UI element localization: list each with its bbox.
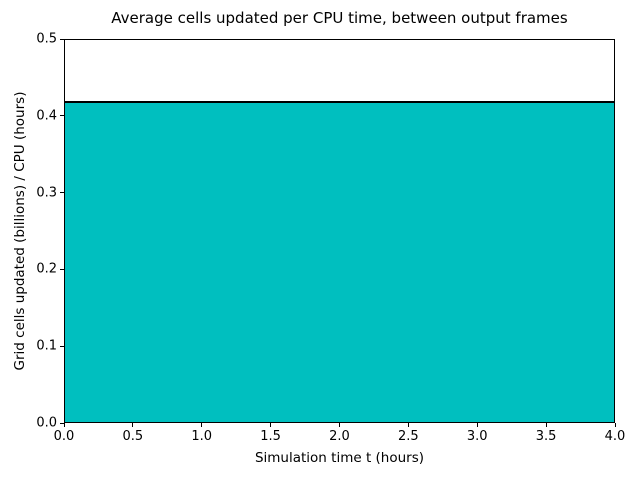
area-fill [65, 101, 614, 422]
x-tick-mark [476, 423, 478, 427]
x-tick-label: 1.0 [191, 429, 213, 444]
x-axis-label: Simulation time t (hours) [254, 450, 425, 466]
x-tick-mark [132, 423, 134, 427]
y-axis-label: Grid cells updated (billions) / CPU (hou… [12, 91, 28, 371]
y-tick-label: 0.0 [36, 415, 57, 431]
x-tick-label: 3.5 [535, 429, 557, 444]
y-axis-ticks: 0.0 0.1 0.2 0.3 0.4 0.5 [0, 32, 64, 431]
y-tick-label: 0.4 [36, 108, 57, 124]
x-tick-label: 0.5 [122, 429, 144, 444]
x-tick-label: 2.0 [329, 429, 350, 444]
x-tick-label: 0.0 [53, 429, 75, 444]
x-tick-mark [270, 423, 272, 427]
x-tick-mark [407, 423, 409, 427]
y-tick-label: 0.5 [36, 31, 57, 47]
y-tick-label: 0.1 [36, 338, 57, 354]
x-axis-ticks: 0.0 0.5 1.0 1.5 2.0 2.5 3.0 3.5 4.0 [54, 423, 625, 449]
x-tick-mark [545, 423, 547, 427]
chart-title: Average cells updated per CPU time, betw… [111, 9, 568, 27]
x-tick-label: 3.0 [466, 429, 488, 444]
x-tick-label: 1.5 [260, 429, 281, 444]
x-tick-mark [614, 423, 616, 427]
x-tick-label: 4.0 [604, 429, 626, 444]
plot-area [64, 39, 615, 423]
y-tick-label: 0.2 [36, 261, 57, 277]
x-tick-mark [339, 423, 340, 427]
x-tick-mark [63, 423, 65, 427]
y-tick-label: 0.3 [36, 185, 57, 201]
x-tick-label: 2.5 [398, 429, 419, 444]
x-tick-mark [201, 423, 203, 427]
